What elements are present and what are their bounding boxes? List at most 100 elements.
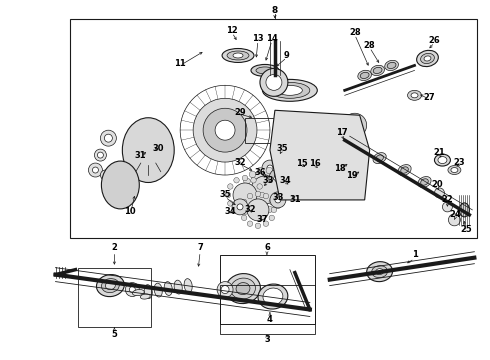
Circle shape — [225, 192, 231, 198]
Ellipse shape — [418, 176, 431, 188]
Ellipse shape — [225, 274, 260, 303]
Circle shape — [266, 75, 282, 90]
Circle shape — [269, 199, 274, 204]
Text: 24: 24 — [449, 210, 461, 219]
Text: 26: 26 — [429, 36, 441, 45]
Ellipse shape — [358, 70, 371, 81]
Circle shape — [259, 192, 265, 198]
Ellipse shape — [222, 49, 254, 62]
Circle shape — [266, 206, 272, 213]
Circle shape — [242, 199, 247, 204]
Ellipse shape — [263, 288, 283, 305]
Circle shape — [242, 209, 248, 215]
Circle shape — [95, 149, 106, 161]
Ellipse shape — [376, 269, 384, 275]
Circle shape — [275, 197, 281, 203]
Ellipse shape — [277, 85, 302, 95]
Circle shape — [255, 223, 261, 229]
Circle shape — [343, 113, 367, 137]
Circle shape — [233, 183, 257, 207]
Circle shape — [287, 169, 293, 175]
Ellipse shape — [258, 284, 288, 309]
Text: 18: 18 — [334, 163, 345, 172]
Circle shape — [448, 214, 461, 226]
Ellipse shape — [373, 67, 382, 73]
Circle shape — [124, 171, 132, 179]
Circle shape — [276, 148, 284, 156]
Circle shape — [251, 207, 256, 212]
Circle shape — [217, 282, 233, 298]
Ellipse shape — [270, 82, 310, 98]
Bar — [220, 255, 315, 324]
Ellipse shape — [408, 90, 421, 100]
Text: 6: 6 — [264, 243, 270, 252]
Circle shape — [249, 202, 256, 209]
Circle shape — [242, 175, 248, 181]
Ellipse shape — [424, 56, 431, 61]
Ellipse shape — [263, 80, 318, 101]
Circle shape — [285, 178, 305, 198]
Text: 1: 1 — [412, 250, 417, 259]
Circle shape — [215, 120, 235, 140]
Ellipse shape — [269, 170, 275, 182]
Text: 35: 35 — [219, 190, 231, 199]
Circle shape — [247, 221, 253, 226]
Circle shape — [307, 166, 312, 171]
Ellipse shape — [438, 157, 447, 163]
Circle shape — [234, 207, 239, 212]
Ellipse shape — [97, 275, 124, 297]
Circle shape — [271, 143, 289, 161]
Ellipse shape — [140, 294, 150, 299]
Circle shape — [116, 169, 124, 177]
Circle shape — [304, 162, 316, 174]
Text: 22: 22 — [441, 195, 453, 204]
Ellipse shape — [398, 165, 411, 175]
Circle shape — [262, 160, 278, 176]
Ellipse shape — [420, 53, 435, 64]
Circle shape — [249, 171, 256, 178]
Ellipse shape — [451, 167, 458, 172]
Text: 17: 17 — [336, 128, 347, 137]
Text: 28: 28 — [364, 41, 375, 50]
Ellipse shape — [448, 166, 461, 175]
Ellipse shape — [101, 161, 139, 209]
Text: 25: 25 — [461, 225, 472, 234]
Circle shape — [260, 68, 288, 96]
Text: 7: 7 — [197, 243, 203, 252]
Text: 33: 33 — [272, 193, 284, 202]
Text: 19: 19 — [346, 171, 358, 180]
Circle shape — [266, 167, 272, 174]
Ellipse shape — [385, 60, 398, 71]
Circle shape — [263, 221, 269, 226]
Text: 12: 12 — [226, 26, 238, 35]
Ellipse shape — [421, 179, 428, 185]
Ellipse shape — [251, 64, 279, 76]
Text: 3: 3 — [264, 335, 270, 344]
Text: 34: 34 — [224, 207, 236, 216]
Circle shape — [247, 199, 269, 221]
Circle shape — [98, 152, 103, 158]
Text: 28: 28 — [349, 28, 361, 37]
Ellipse shape — [411, 93, 418, 98]
Text: 4: 4 — [267, 315, 273, 324]
Bar — [245, 118, 275, 143]
Text: 23: 23 — [454, 158, 465, 167]
Circle shape — [267, 165, 273, 171]
Text: 15: 15 — [296, 158, 308, 167]
Circle shape — [232, 199, 248, 215]
Text: 27: 27 — [424, 93, 435, 102]
Text: 37: 37 — [256, 215, 268, 224]
Ellipse shape — [227, 51, 249, 60]
Circle shape — [129, 287, 135, 293]
Circle shape — [274, 171, 281, 178]
Circle shape — [227, 184, 233, 189]
Circle shape — [193, 98, 257, 162]
Bar — [220, 285, 315, 334]
Text: 36: 36 — [254, 167, 266, 176]
Text: 32: 32 — [234, 158, 246, 167]
Text: 13: 13 — [252, 34, 264, 43]
Circle shape — [108, 171, 116, 179]
Ellipse shape — [122, 118, 174, 183]
Circle shape — [244, 178, 250, 185]
Ellipse shape — [371, 65, 385, 76]
